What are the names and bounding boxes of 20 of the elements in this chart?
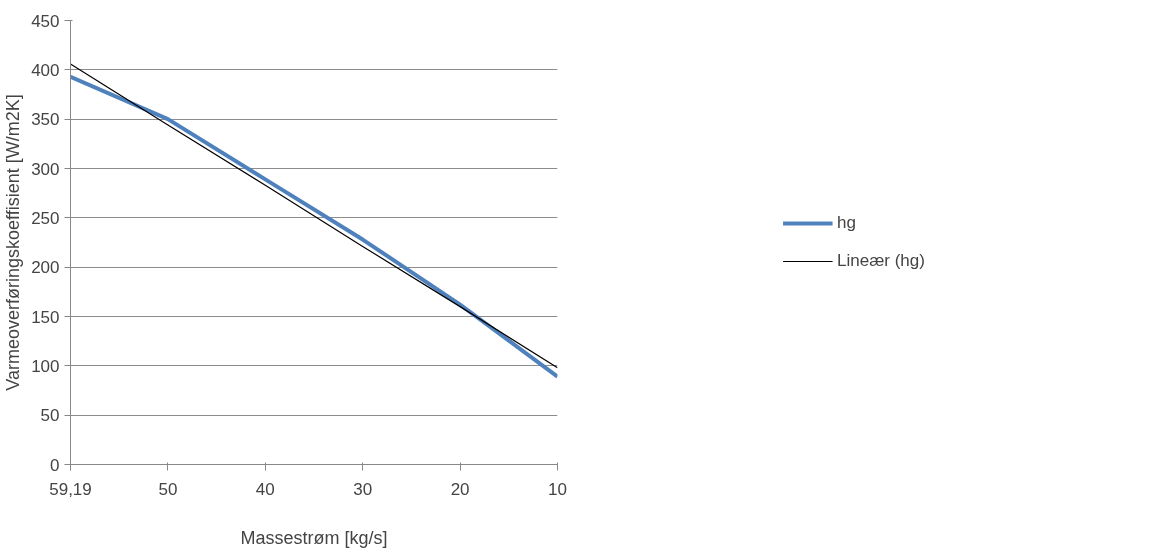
x-tick-label: 30: [353, 479, 373, 499]
x-axis-title: Massestrøm [kg/s]: [240, 527, 388, 548]
x-tick-label: 40: [255, 479, 275, 499]
y-axis-title: Varmeoverføringskoeffisient [W/m2K]: [3, 94, 24, 391]
y-tick-label: 0: [50, 455, 60, 475]
legend-label: hg: [837, 213, 856, 233]
y-tick-label: 50: [40, 406, 60, 426]
x-tick-label: 20: [450, 479, 470, 499]
x-tick-label: 59,19: [49, 479, 92, 499]
y-tick-label: 250: [31, 208, 60, 228]
legend-label: Lineær (hg): [837, 251, 925, 271]
y-tick-label: 350: [31, 110, 60, 130]
y-tick-label: 200: [31, 258, 60, 278]
y-tick-label: 450: [31, 11, 60, 31]
y-tick-label: 150: [31, 307, 60, 327]
x-tick-label: 10: [548, 479, 567, 499]
x-tick-label: 50: [158, 479, 178, 499]
y-tick-label: 400: [31, 60, 60, 80]
y-tick-label: 100: [31, 356, 60, 376]
y-tick-label: 300: [31, 159, 60, 179]
